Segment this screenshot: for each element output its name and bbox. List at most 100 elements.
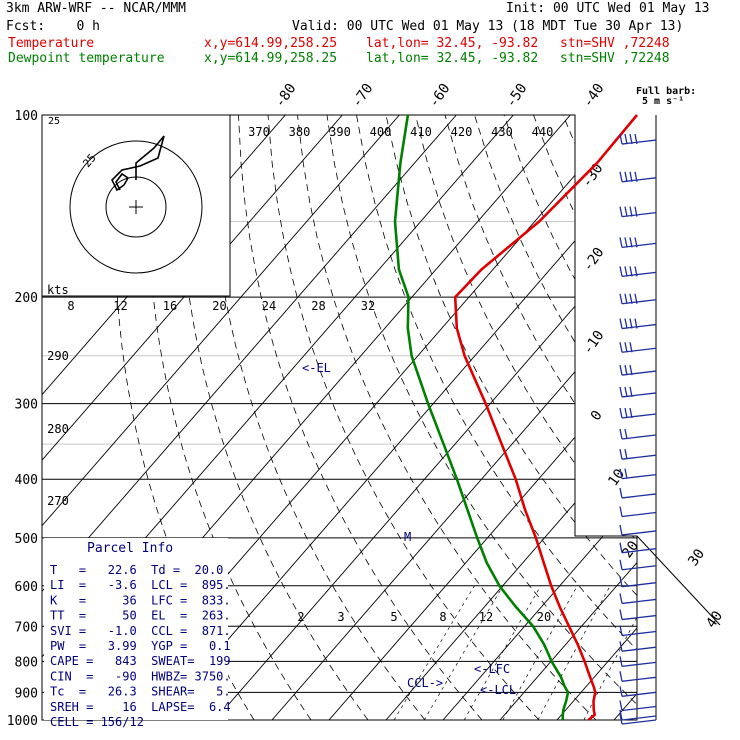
model-title: 3km ARW-WRF -- NCAR/MMM [6,1,187,16]
isotherm-label: 10 [605,466,628,489]
dry-adiabat-line [621,115,637,720]
wind-barb [619,625,657,637]
dry-adiabat-line [681,115,740,720]
dry-adiabat-line [238,115,483,720]
el-annotation: <-EL [302,361,331,375]
dry-adiabat-line [444,115,637,720]
dry-adiabat-line [356,115,637,720]
wind-barb [619,342,657,353]
pressure-tick-label: 700 [15,620,38,635]
wind-barb [619,428,657,440]
mixing-ratio-line [423,585,504,720]
theta-label: 420 [451,125,473,139]
wind-barb [619,593,657,605]
isotherm-label: -50 [503,81,531,111]
pressure-tick-label: 300 [15,398,38,413]
isotherm-line [385,115,637,720]
diagram-frame [41,114,721,721]
isotherm-line [442,115,637,720]
isotherm-line [42,115,343,720]
wind-speed-tick-label: 28 [311,299,325,313]
sounding-profiles [393,114,638,721]
isotherm-label: -80 [272,81,300,111]
wind-barb [619,576,657,588]
wind-barb [619,133,657,145]
wind-barb [619,559,657,571]
theta-label: 400 [370,125,392,139]
dry-adiabat-line [267,115,540,720]
mixing-ratio-line [583,585,637,720]
theta-label: 430 [491,125,513,139]
wind-barb [619,506,657,518]
parcel-info-row: CELL = 156/12 [50,715,144,729]
pressure-tick-label: 900 [15,686,38,701]
wind-barb [619,700,657,712]
isotherm-label: 30 [685,546,708,569]
isotherm-label: -70 [349,81,377,111]
mixing-ratio-line [463,585,542,720]
dewpoint-legend: Dewpoint temperature [8,51,165,66]
dry-adiabat-line [326,115,637,720]
parcel-info-background [44,538,228,720]
wind-barb [619,449,657,460]
barb-legend-unit: 5 m s⁻¹ [642,96,684,107]
wind-barb [619,524,657,536]
pressure-tick-label: 100 [15,109,38,124]
wind-speed-tick-label: 20 [212,299,226,313]
wind-speed-tick-label: 16 [163,299,177,313]
pressure-tick-label: 1000 [7,714,38,729]
wind-barb [619,487,657,499]
isotherm-label: -10 [580,328,608,358]
parcel-info-row: K = 36 LFC = 833. [50,593,231,607]
dry-adiabat-line [415,115,637,720]
mixing-ratio-line [537,585,611,720]
parcel-info-row: SREH = 16 LAPSE= 6.4 [50,700,231,714]
theta-label: 410 [410,125,432,139]
dry-adiabat-line [652,115,740,720]
wind-speed-tick-label: 24 [262,299,276,313]
isotherm-line [728,115,740,720]
dry-adiabat-line [178,115,369,720]
parcel-info-row: Tc = 26.3 SHEAR= 5. [50,685,231,699]
wind-barb [619,468,657,480]
dewpoint-xy: x,y=614.99,258.25 [204,51,338,66]
isotherm-label: 20 [619,538,642,561]
ccl-annotation: CCL-> [407,676,443,690]
theta-label: 390 [329,125,351,139]
m-annotation: M [404,530,411,544]
lcl-annotation: <-LCL [480,683,516,697]
dry-adiabat-line [147,115,312,720]
valid-time: Valid: 00 UTC Wed 01 May 13 (18 MDT Tue … [292,19,684,34]
wind-barb [619,709,657,721]
dry-adiabat-line [208,115,426,720]
mixing-ratio-label: 12 [479,610,493,624]
wind-barb [619,671,657,682]
temperature-station: stn=SHV ,72248 [560,36,670,51]
lfc-annotation: <-LFC [474,662,510,676]
wind-barb [619,237,657,249]
mixing-ratio-label: 5 [390,610,397,624]
dry-adiabat-line [592,115,637,720]
pressure-tick-label: 800 [15,655,38,670]
dry-adiabat-line [297,115,597,720]
isotherm-label: -20 [580,245,608,275]
dry-adiabat-line [385,115,637,720]
hodograph: 25 [41,114,231,297]
wind-speed-tick-label: 12 [113,299,127,313]
parcel-info-panel: Parcel Info T = 22.6 Td = 20.0LI = -3.6 L… [44,538,231,729]
barb-legend-title: Full barb: [636,86,696,97]
parcel-info-row: LI = -3.6 LCL = 895. [50,578,231,592]
hodograph-corner-label: 25 [48,116,60,127]
dewpoint-latlon: lat,lon= 32.45, -93.82 [366,51,539,66]
wind-speed-tick-label: 8 [67,299,74,313]
pressure-tick-label: 200 [15,291,38,306]
wind-barb [619,609,657,621]
isotherm-line [157,115,637,720]
temperature-legend: Temperature [8,36,95,51]
isotherm-line [499,115,637,720]
hodograph-trace [111,135,165,192]
mixing-ratio-label: 8 [439,610,446,624]
dry-adiabat-label: 280 [47,422,69,436]
